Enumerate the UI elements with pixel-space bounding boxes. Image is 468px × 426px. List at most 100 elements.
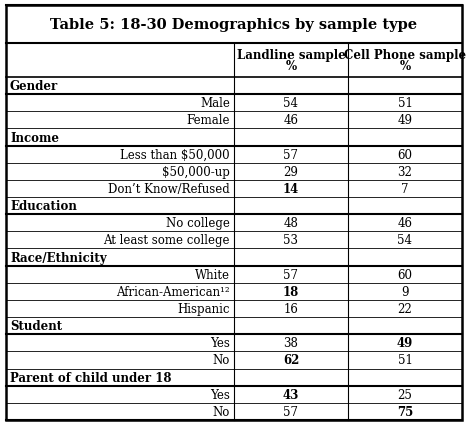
Text: 51: 51 [397, 97, 412, 110]
Bar [6, 112, 234, 129]
Bar [6, 44, 234, 78]
Bar [6, 368, 234, 386]
Text: At least some college: At least some college [103, 234, 230, 247]
Text: 60: 60 [397, 268, 412, 281]
Text: 18: 18 [283, 285, 299, 298]
Bar [6, 198, 234, 215]
Bar [6, 146, 234, 163]
Bar [234, 403, 348, 420]
Bar [234, 95, 348, 112]
Bar [234, 232, 348, 249]
Text: Income: Income [10, 131, 59, 144]
Text: Yes: Yes [210, 337, 230, 349]
Text: 75: 75 [397, 405, 413, 418]
Text: 57: 57 [284, 268, 299, 281]
Text: 29: 29 [284, 165, 299, 178]
Text: 53: 53 [284, 234, 299, 247]
Bar [6, 386, 234, 403]
Text: 49: 49 [397, 337, 413, 349]
Bar [348, 351, 462, 368]
Text: No: No [212, 405, 230, 418]
Text: Less than $50,000: Less than $50,000 [120, 148, 230, 161]
Bar [6, 95, 234, 112]
Text: No college: No college [166, 217, 230, 230]
Text: Cell Phone sample: Cell Phone sample [344, 49, 466, 62]
Text: 16: 16 [284, 302, 299, 315]
Bar [6, 215, 234, 232]
Bar [348, 181, 462, 198]
Bar [348, 283, 462, 300]
Bar [348, 198, 462, 215]
Bar [234, 249, 348, 266]
Bar [348, 368, 462, 386]
Bar [234, 181, 348, 198]
Text: 22: 22 [398, 302, 412, 315]
Bar [348, 215, 462, 232]
Bar [234, 215, 348, 232]
Bar [348, 317, 462, 334]
Text: 49: 49 [397, 114, 412, 127]
Bar [234, 351, 348, 368]
Text: Student: Student [10, 320, 62, 332]
Text: 46: 46 [397, 217, 412, 230]
Text: 46: 46 [284, 114, 299, 127]
Bar [234, 44, 348, 78]
Bar [234, 386, 348, 403]
Bar [6, 6, 462, 44]
Bar [6, 181, 234, 198]
Bar [6, 163, 234, 181]
Bar [348, 112, 462, 129]
Text: $50,000-up: $50,000-up [162, 165, 230, 178]
Text: 51: 51 [397, 354, 412, 367]
Bar [234, 163, 348, 181]
Bar [348, 163, 462, 181]
Text: 9: 9 [401, 285, 409, 298]
Text: 14: 14 [283, 183, 299, 196]
Bar [348, 266, 462, 283]
Text: 38: 38 [284, 337, 299, 349]
Bar [6, 78, 234, 95]
Bar [348, 146, 462, 163]
Bar [6, 403, 234, 420]
Text: White: White [195, 268, 230, 281]
Bar [6, 317, 234, 334]
Text: Male: Male [200, 97, 230, 110]
Bar [234, 266, 348, 283]
Text: Table 5: 18-30 Demographics by sample type: Table 5: 18-30 Demographics by sample ty… [51, 18, 417, 32]
Bar [6, 300, 234, 317]
Bar [348, 129, 462, 146]
Bar [6, 129, 234, 146]
Text: Landline sample: Landline sample [237, 49, 345, 62]
Bar [234, 112, 348, 129]
Bar [6, 334, 234, 351]
Bar [234, 283, 348, 300]
Text: 25: 25 [397, 388, 412, 401]
Bar [348, 249, 462, 266]
Bar [348, 78, 462, 95]
Text: Gender: Gender [10, 80, 58, 93]
Bar [348, 334, 462, 351]
Text: African-American¹²: African-American¹² [117, 285, 230, 298]
Text: %: % [399, 60, 410, 73]
Text: Education: Education [10, 200, 77, 213]
Text: Parent of child under 18: Parent of child under 18 [10, 371, 171, 384]
Text: 57: 57 [284, 148, 299, 161]
Text: No: No [212, 354, 230, 367]
Text: 54: 54 [397, 234, 412, 247]
Text: 60: 60 [397, 148, 412, 161]
Text: 7: 7 [401, 183, 409, 196]
Text: Female: Female [187, 114, 230, 127]
Bar [6, 283, 234, 300]
Bar [234, 317, 348, 334]
Text: %: % [285, 60, 297, 73]
Text: Yes: Yes [210, 388, 230, 401]
Bar [348, 386, 462, 403]
Text: 43: 43 [283, 388, 299, 401]
Text: 62: 62 [283, 354, 299, 367]
Text: 57: 57 [284, 405, 299, 418]
Bar [348, 232, 462, 249]
Bar [6, 249, 234, 266]
Bar [234, 78, 348, 95]
Text: Don’t Know/Refused: Don’t Know/Refused [108, 183, 230, 196]
Text: Race/Ethnicity: Race/Ethnicity [10, 251, 107, 264]
